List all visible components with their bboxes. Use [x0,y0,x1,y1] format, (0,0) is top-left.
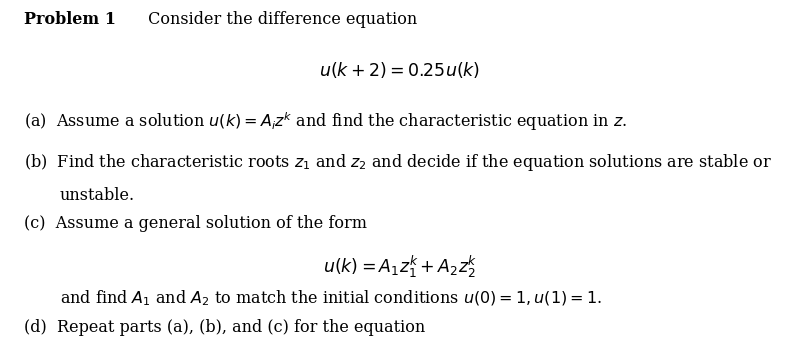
Text: (a)  Assume a solution $u(k) = A_iz^k$ and find the characteristic equation in $: (a) Assume a solution $u(k) = A_iz^k$ an… [24,110,627,133]
Text: (b)  Find the characteristic roots $z_1$ and $z_2$ and decide if the equation so: (b) Find the characteristic roots $z_1$ … [24,152,772,173]
Text: unstable.: unstable. [60,187,135,204]
Text: (d)  Repeat parts (a), (b), and (c) for the equation: (d) Repeat parts (a), (b), and (c) for t… [24,318,426,336]
Text: and find $A_1$ and $A_2$ to match the initial conditions $u(0) = 1, u(1) = 1$.: and find $A_1$ and $A_2$ to match the in… [60,289,602,308]
Text: $u(k+2) = 0.25u(k)$: $u(k+2) = 0.25u(k)$ [319,60,481,79]
Text: (c)  Assume a general solution of the form: (c) Assume a general solution of the for… [24,215,367,232]
Text: $u(k) = A_1z_1^k + A_2z_2^k$: $u(k) = A_1z_1^k + A_2z_2^k$ [323,254,477,280]
Text: Consider the difference equation: Consider the difference equation [142,10,417,28]
Text: Problem 1: Problem 1 [24,10,116,28]
